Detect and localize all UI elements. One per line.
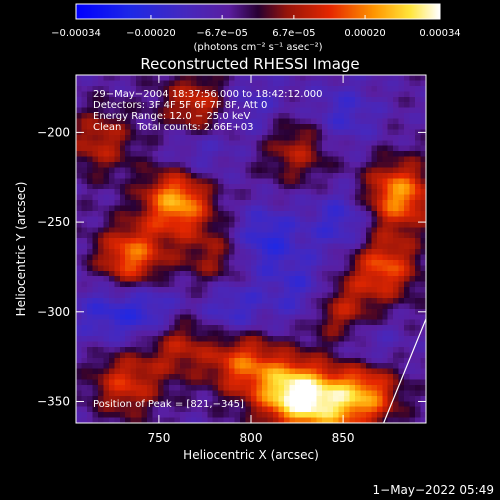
x-axis-label: Heliocentric X (arcsec) bbox=[183, 448, 319, 462]
colorbar-tick-label: 0.00034 bbox=[419, 28, 460, 39]
colorbar-tick-label: 0.00020 bbox=[344, 28, 385, 39]
y-axis-label: Heliocentric Y (arcsec) bbox=[14, 182, 28, 317]
y-tick-label: −250 bbox=[37, 215, 70, 229]
x-axis-ticks: 750 800 850 bbox=[147, 75, 355, 445]
colorbar-tick-label: −0.00020 bbox=[126, 28, 176, 39]
colorbar-tick-label: −0.00034 bbox=[51, 28, 101, 39]
annotation-detectors: Detectors: 3F 4F 5F 6F 7F 8F, Att 0 bbox=[93, 100, 267, 111]
x-tick-label: 850 bbox=[332, 431, 355, 445]
colorbar-ticks: −0.00034 −0.00020 −6.7e−05 6.7e−05 0.00020 0.… bbox=[51, 15, 461, 39]
colorbar-units: (photons cm⁻² s⁻¹ asec⁻²) bbox=[193, 42, 322, 53]
y-tick-label: −300 bbox=[37, 305, 70, 319]
annotation-block: 29−May−2004 18:37:56.000 to 18:42:12.000… bbox=[93, 89, 323, 410]
colorbar: −0.00034 −0.00020 −6.7e−05 6.7e−05 0.00020 0.… bbox=[51, 3, 461, 53]
x-tick-label: 750 bbox=[147, 431, 170, 445]
y-axis-ticks: −200 −250 −300 −350 bbox=[37, 125, 426, 408]
annotation-time: 29−May−2004 18:37:56.000 to 18:42:12.000 bbox=[93, 89, 323, 100]
peak-position-label: Position of Peak = [821,−345] bbox=[93, 399, 244, 410]
x-tick-label: 800 bbox=[240, 431, 263, 445]
heatmap-area: 750 800 850 −200 −250 −300 −350 bbox=[37, 74, 427, 445]
colorbar-tick-label: 6.7e−05 bbox=[272, 28, 315, 39]
colorbar-gradient bbox=[76, 4, 440, 19]
y-tick-label: −200 bbox=[37, 125, 70, 139]
solar-limb-line bbox=[383, 318, 427, 424]
colorbar-frame bbox=[75, 3, 441, 20]
render-timestamp: 1−May−2022 05:49 bbox=[373, 483, 495, 497]
annotation-method: Clean Total counts: 2.66E+03 bbox=[93, 122, 253, 133]
annotation-energy: Energy Range: 12.0 − 25.0 keV bbox=[93, 111, 250, 122]
y-tick-label: −350 bbox=[37, 394, 70, 408]
colorbar-tick-label: −6.7e−05 bbox=[196, 28, 248, 39]
heatmap-image bbox=[76, 75, 426, 423]
chart-title: Reconstructed RHESSI Image bbox=[140, 55, 359, 73]
